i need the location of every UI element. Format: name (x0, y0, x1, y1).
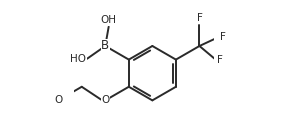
Text: O: O (101, 95, 109, 105)
Text: F: F (217, 55, 223, 65)
Text: B: B (101, 39, 109, 52)
Text: HO: HO (70, 54, 86, 64)
Text: F: F (196, 13, 202, 23)
Text: F: F (220, 32, 226, 42)
Text: OH: OH (101, 15, 117, 25)
Text: O: O (54, 95, 62, 105)
